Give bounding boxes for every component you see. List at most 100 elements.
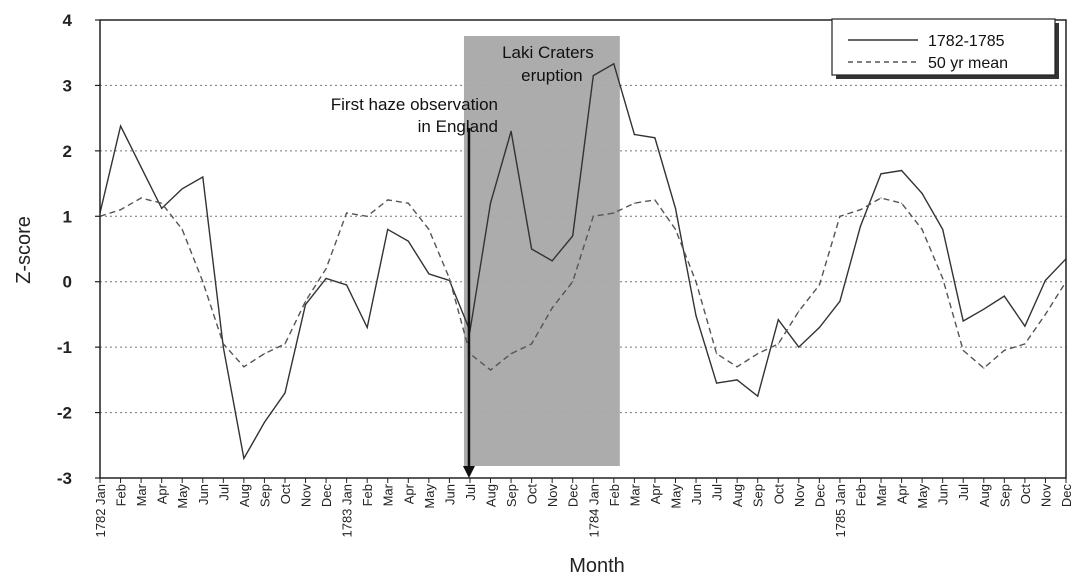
x-tick-label: Dec bbox=[566, 484, 581, 508]
x-tick-label: 1784 Jan bbox=[586, 484, 601, 538]
data-point bbox=[202, 281, 204, 283]
data-point bbox=[263, 421, 266, 423]
x-tick-label: Apr bbox=[155, 483, 170, 504]
data-point bbox=[243, 366, 245, 368]
data-point bbox=[777, 319, 779, 321]
y-tick-label: 4 bbox=[63, 11, 73, 30]
data-point bbox=[736, 366, 738, 368]
x-tick-label: Oct bbox=[1018, 484, 1033, 505]
data-point bbox=[551, 260, 553, 262]
x-tick-label: Jun bbox=[196, 484, 211, 505]
haze-arrow-head bbox=[462, 466, 475, 478]
data-point bbox=[962, 320, 964, 322]
data-point bbox=[489, 202, 492, 204]
data-point bbox=[839, 215, 841, 217]
x-tick-label: Mar bbox=[627, 483, 642, 506]
data-point bbox=[428, 273, 430, 275]
legend-label-50-yr-mean: 50 yr mean bbox=[928, 55, 1008, 72]
data-point bbox=[428, 228, 430, 230]
x-tick-label: Mar bbox=[381, 483, 396, 506]
data-point bbox=[757, 395, 759, 397]
data-point bbox=[140, 166, 142, 168]
data-point bbox=[284, 343, 286, 345]
haze-arrow bbox=[462, 128, 475, 478]
y-tick-label: -3 bbox=[57, 469, 72, 488]
x-tick-label: Feb bbox=[607, 484, 622, 506]
data-point bbox=[962, 349, 964, 352]
y-tick-label: -1 bbox=[57, 338, 72, 357]
data-point bbox=[592, 75, 594, 77]
data-point bbox=[325, 277, 327, 280]
x-tick-label: May bbox=[915, 484, 930, 509]
data-point bbox=[448, 277, 451, 280]
data-point bbox=[202, 176, 204, 178]
x-tick-label: Jul bbox=[463, 484, 478, 501]
legend-label-1782-1785: 1782-1785 bbox=[928, 33, 1005, 50]
data-point bbox=[798, 346, 800, 348]
x-tick-label: Oct bbox=[525, 484, 540, 505]
legend-box bbox=[831, 18, 1056, 76]
data-point bbox=[387, 199, 389, 201]
data-point bbox=[613, 212, 615, 214]
y-tick-labels: 4 3 2 1 0 -1 -2 -3 bbox=[57, 11, 100, 488]
x-tick-label: Sep bbox=[997, 484, 1012, 507]
data-point bbox=[346, 212, 348, 214]
data-point bbox=[880, 173, 882, 175]
x-tick-label: Apr bbox=[648, 483, 663, 504]
haze-annotation-line-2: in England bbox=[418, 117, 498, 136]
x-tick-label: May bbox=[422, 484, 437, 509]
x-tick-label: Feb bbox=[114, 484, 129, 506]
x-tick-label: Jul bbox=[710, 484, 725, 501]
data-point bbox=[387, 228, 389, 230]
x-tick-label: 1783 Jan bbox=[340, 484, 355, 538]
grid-lines bbox=[100, 84, 1066, 414]
series-line-1782-1785 bbox=[99, 62, 1067, 461]
x-tick-label: Feb bbox=[853, 484, 868, 506]
data-point bbox=[551, 307, 553, 309]
data-point bbox=[900, 169, 903, 172]
data-point bbox=[1003, 295, 1005, 297]
x-tick-label: Oct bbox=[771, 484, 786, 505]
data-point bbox=[921, 228, 923, 230]
x-tick-labels: 1782 Jan Feb Mar Apr May Jun Jul Aug Sep Oct Nov De… bbox=[93, 478, 1074, 538]
x-tick-label: Dec bbox=[812, 484, 827, 508]
x-tick-label: Apr bbox=[895, 483, 910, 504]
data-point bbox=[510, 353, 512, 355]
data-point bbox=[798, 310, 800, 312]
x-tick-label: 1782 Jan bbox=[93, 484, 108, 538]
data-point bbox=[531, 343, 533, 345]
x-tick-label: Feb bbox=[360, 484, 375, 506]
data-point bbox=[695, 315, 697, 317]
data-point bbox=[1044, 313, 1047, 316]
data-point bbox=[880, 197, 882, 199]
data-point bbox=[119, 209, 122, 211]
data-point bbox=[489, 369, 492, 371]
data-point bbox=[942, 277, 944, 280]
x-tick-label: Jun bbox=[442, 484, 457, 505]
data-point bbox=[654, 137, 656, 139]
data-point bbox=[1003, 349, 1005, 352]
data-point bbox=[119, 125, 122, 127]
data-point bbox=[572, 281, 574, 283]
y-axis-title: Z-score bbox=[13, 216, 35, 284]
x-tick-label: May bbox=[668, 484, 683, 509]
x-tick-label: Oct bbox=[278, 484, 293, 505]
data-point bbox=[633, 202, 635, 204]
x-tick-label: Jul bbox=[956, 484, 971, 501]
x-tick-label: Sep bbox=[751, 484, 766, 507]
data-point bbox=[1044, 279, 1047, 282]
data-point bbox=[818, 326, 820, 329]
data-point bbox=[284, 392, 286, 394]
data-point bbox=[736, 379, 738, 381]
x-tick-label: May bbox=[175, 484, 190, 509]
data-point bbox=[222, 346, 224, 348]
data-point bbox=[181, 228, 183, 230]
haze-annotation-line-1: First haze observation bbox=[331, 95, 498, 114]
x-tick-label: Jun bbox=[689, 484, 704, 505]
data-point bbox=[304, 300, 307, 302]
eruption-annotation-line-1: Laki Craters bbox=[502, 43, 594, 62]
eruption-annotation-line-2: eruption bbox=[521, 66, 582, 85]
data-point bbox=[572, 235, 574, 237]
data-point bbox=[942, 228, 944, 230]
